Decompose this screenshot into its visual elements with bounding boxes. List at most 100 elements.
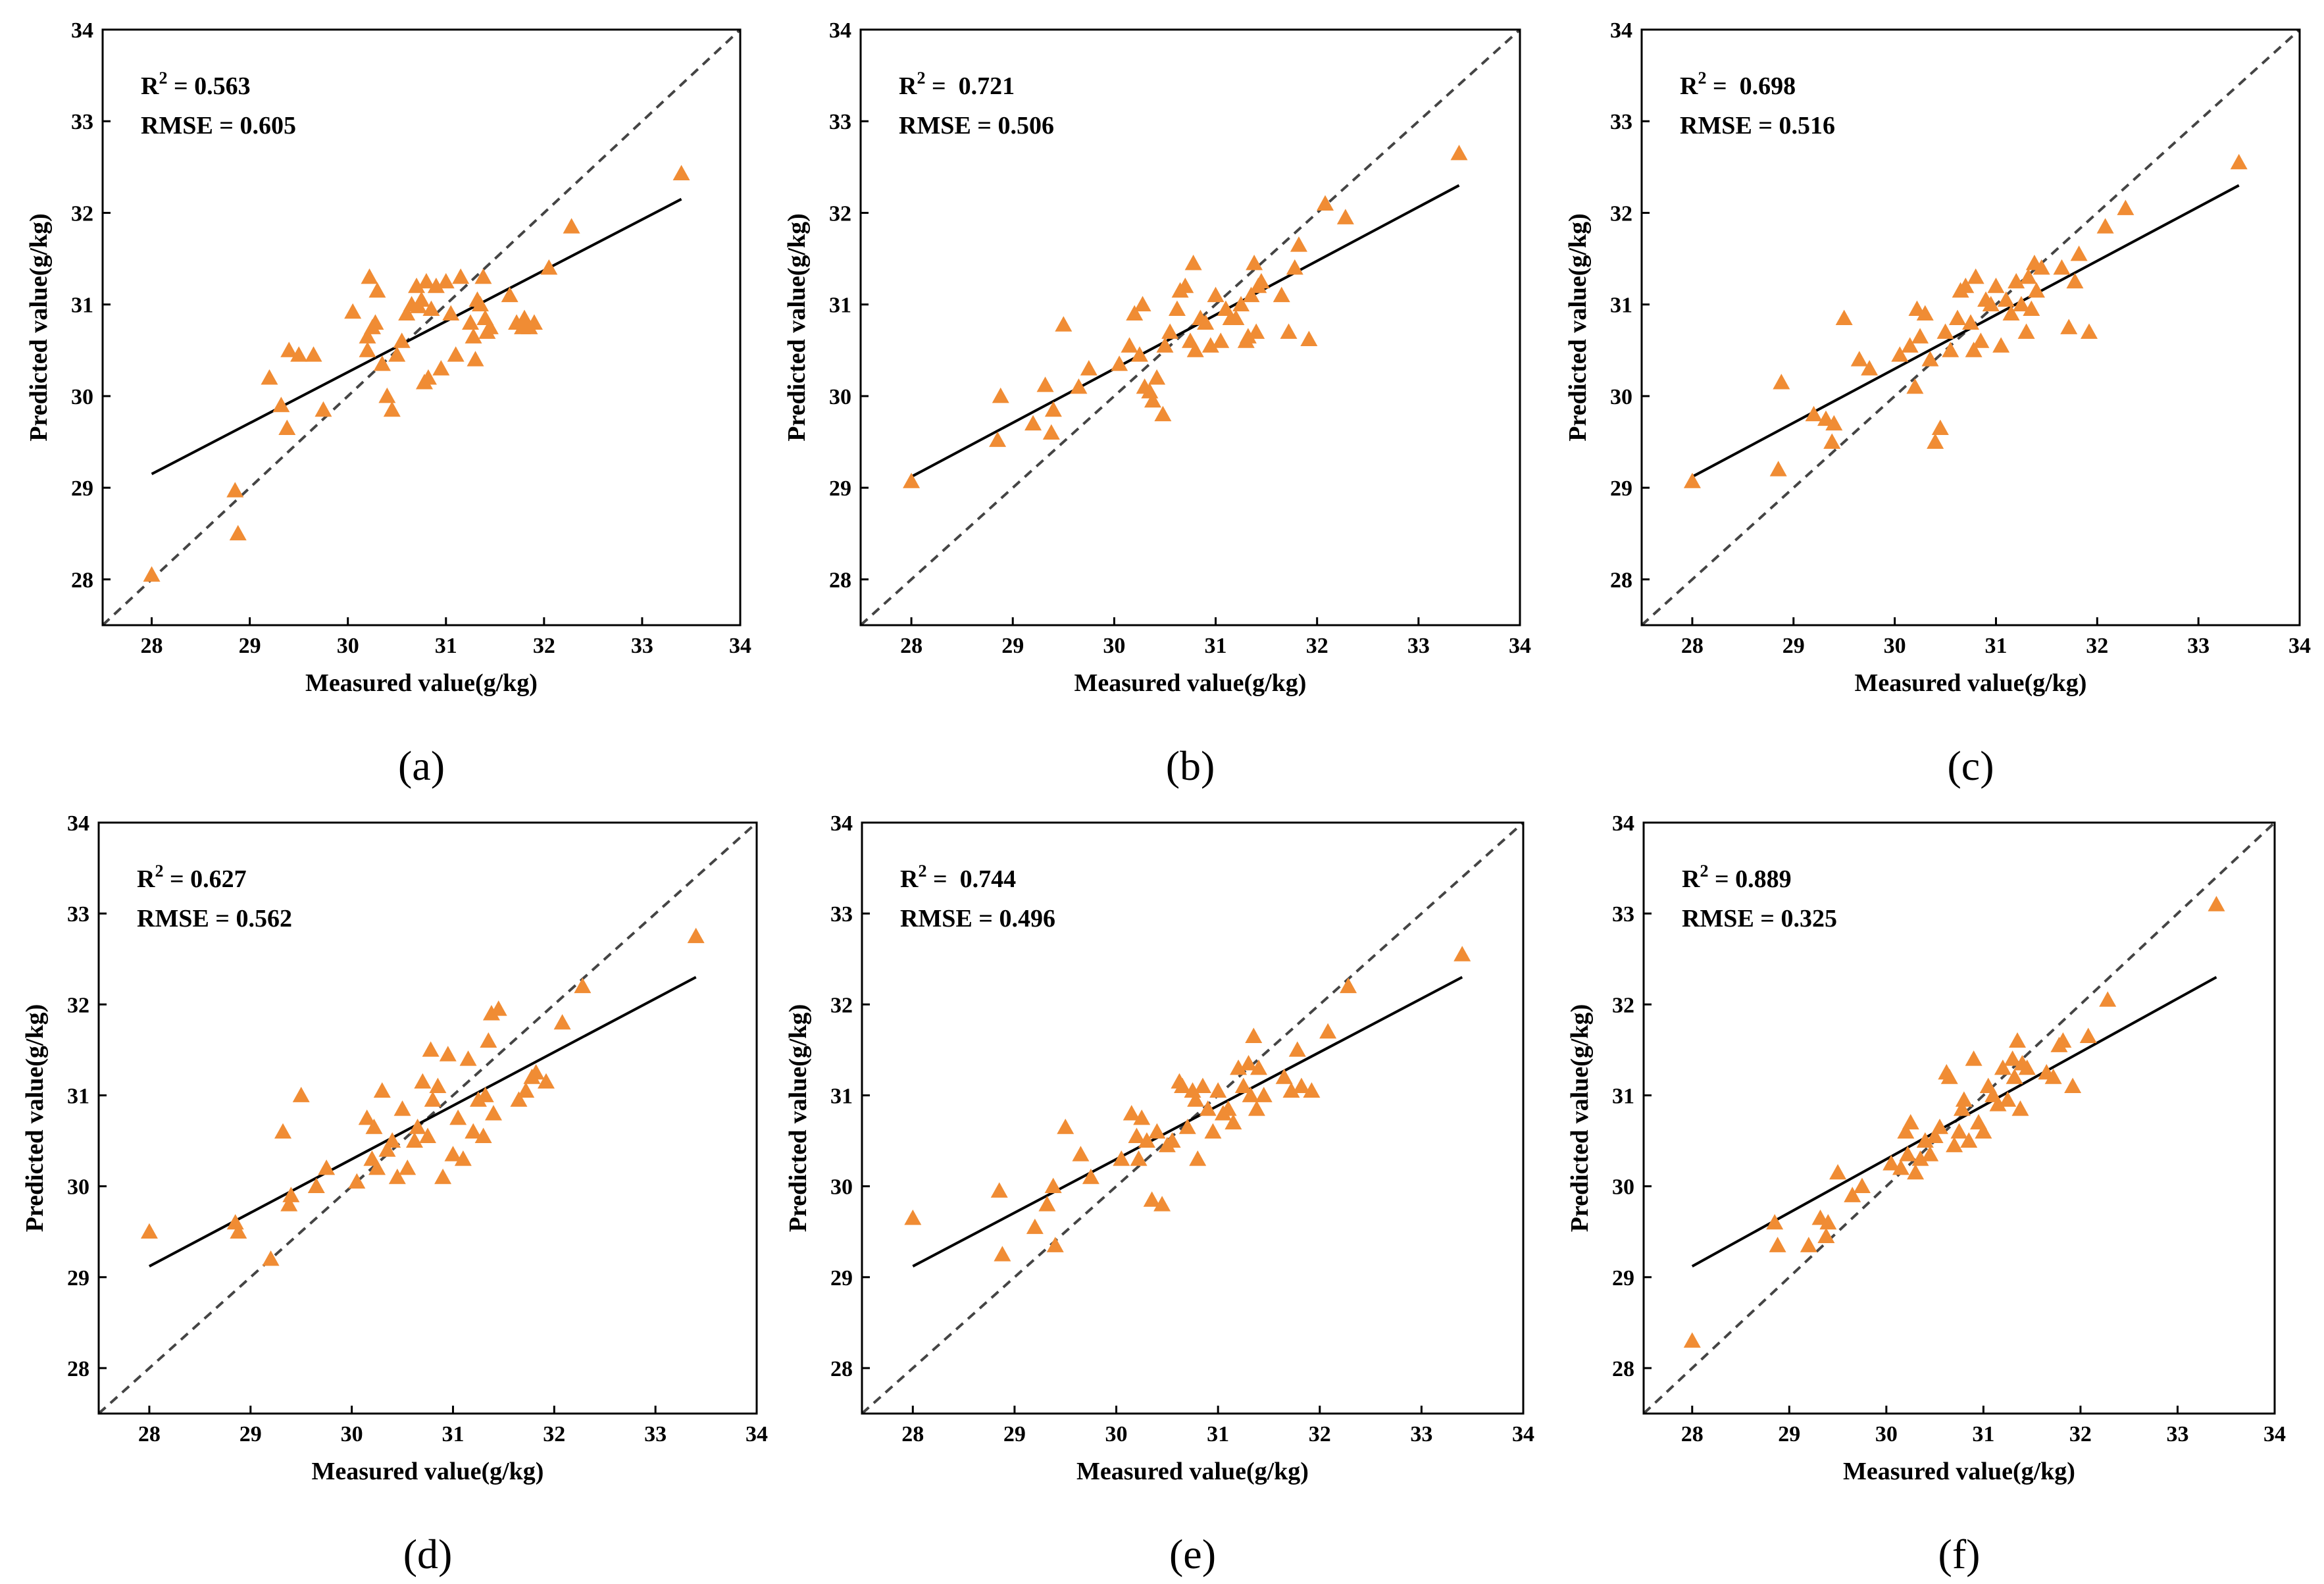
y-tick-label: 31 (71, 294, 93, 318)
identity-line (103, 30, 740, 625)
data-point (1123, 1105, 1140, 1121)
r-squared-label: R2 = 0.627 (137, 861, 247, 893)
data-point (481, 319, 499, 334)
data-point (1800, 1237, 1817, 1252)
data-point (1143, 1191, 1161, 1207)
x-tick-label: 32 (1306, 634, 1328, 658)
data-point (393, 1100, 411, 1116)
data-point (2208, 896, 2225, 911)
data-point (417, 272, 435, 289)
data-point (563, 218, 580, 234)
data-point (476, 1086, 494, 1102)
data-point (384, 1132, 401, 1148)
data-point (359, 342, 376, 357)
data-point (1227, 309, 1245, 325)
data-point (2017, 323, 2035, 339)
data-point (1239, 328, 1257, 344)
data-point (444, 1146, 462, 1162)
data-point (469, 1091, 487, 1107)
x-tick-label: 33 (2166, 1422, 2188, 1446)
data-point (1336, 209, 1354, 224)
y-tick-label: 32 (1612, 993, 1634, 1017)
data-point (348, 1173, 366, 1189)
fit-line (148, 976, 697, 1267)
y-tick-label: 30 (829, 385, 851, 409)
data-point (1242, 286, 1260, 303)
plot-frame (97, 821, 758, 1415)
r-squared-value: = 0.889 (1708, 865, 1791, 893)
r-squared-superscript: 2 (917, 68, 925, 88)
data-point (1931, 419, 1949, 436)
data-point (1901, 337, 1919, 353)
data-point (1024, 415, 1042, 431)
data-point (1113, 1150, 1130, 1166)
x-tick-label: 33 (2187, 634, 2210, 658)
data-point (672, 165, 690, 180)
data-point (447, 346, 465, 362)
data-point (1926, 1127, 1944, 1144)
x-tick-label: 30 (1884, 634, 1906, 658)
data-point (2066, 272, 2084, 289)
data-point (1248, 1100, 1265, 1116)
data-point (290, 346, 308, 362)
data-point (1156, 337, 1174, 353)
y-tick-label: 29 (829, 476, 851, 501)
y-tick-label: 28 (1612, 1357, 1634, 1381)
data-point (2006, 1068, 2023, 1085)
x-tick-label: 33 (1407, 634, 1430, 658)
panel-label: (e) (1169, 1531, 1216, 1577)
x-tick-label: 28 (141, 634, 163, 658)
data-point (434, 1168, 452, 1185)
data-point (424, 1091, 442, 1107)
data-point (1907, 1163, 1925, 1180)
data-point (1130, 346, 1148, 362)
data-point (318, 1159, 336, 1175)
y-tick-label: 29 (67, 1266, 89, 1290)
data-point (1853, 1177, 1871, 1194)
panel-label: (d) (403, 1531, 453, 1577)
data-point (1829, 1163, 1847, 1180)
x-tick-label: 32 (2086, 634, 2108, 658)
x-tick-label: 30 (1103, 634, 1125, 658)
data-point (1844, 1187, 1861, 1202)
x-tick-label: 28 (1681, 634, 1704, 658)
data-point (274, 1123, 291, 1139)
data-point (540, 259, 558, 275)
data-point (1209, 1082, 1227, 1098)
data-point (2230, 153, 2248, 170)
r-squared-value: = 0.744 (926, 865, 1016, 893)
data-point (474, 1127, 492, 1144)
data-point (1891, 346, 1909, 362)
rmse-label: RMSE = 0.605 (141, 112, 296, 140)
y-tick-label: 33 (829, 110, 851, 134)
y-axis-title: Predicted value(g/kg) (1564, 213, 1592, 442)
data-point (1290, 236, 1307, 252)
data-point (1987, 277, 2005, 294)
rmse-label: RMSE = 0.496 (900, 905, 1055, 933)
data-point (1683, 1332, 1701, 1348)
data-point (305, 346, 322, 362)
y-tick-label: 31 (830, 1084, 853, 1108)
scatter-panel-b: 28 29 30 31 32 33 34 28 29 30 31 32 33 34 Measured val… (783, 18, 1531, 789)
x-tick-label: 31 (1984, 634, 2007, 658)
data-point (1319, 1023, 1337, 1039)
data-point (278, 419, 296, 436)
data-point (2064, 1077, 2082, 1094)
data-point (432, 360, 450, 376)
x-tick-label: 30 (341, 1422, 363, 1446)
x-tick-label: 32 (2069, 1422, 2092, 1446)
data-point (2070, 245, 2088, 261)
y-tick-label: 33 (71, 110, 93, 134)
x-tick-label: 34 (1512, 1422, 1534, 1446)
data-point (1126, 305, 1144, 321)
data-point (1769, 1237, 1786, 1252)
data-point (1916, 305, 1934, 321)
x-tick-label: 30 (337, 634, 359, 658)
data-point (1154, 405, 1172, 422)
data-point (261, 369, 278, 385)
y-tick-label: 31 (1610, 294, 1632, 318)
data-point (383, 401, 401, 417)
data-point (1911, 328, 1929, 344)
data-point (2008, 272, 2025, 289)
x-tick-label: 34 (2263, 1422, 2286, 1446)
